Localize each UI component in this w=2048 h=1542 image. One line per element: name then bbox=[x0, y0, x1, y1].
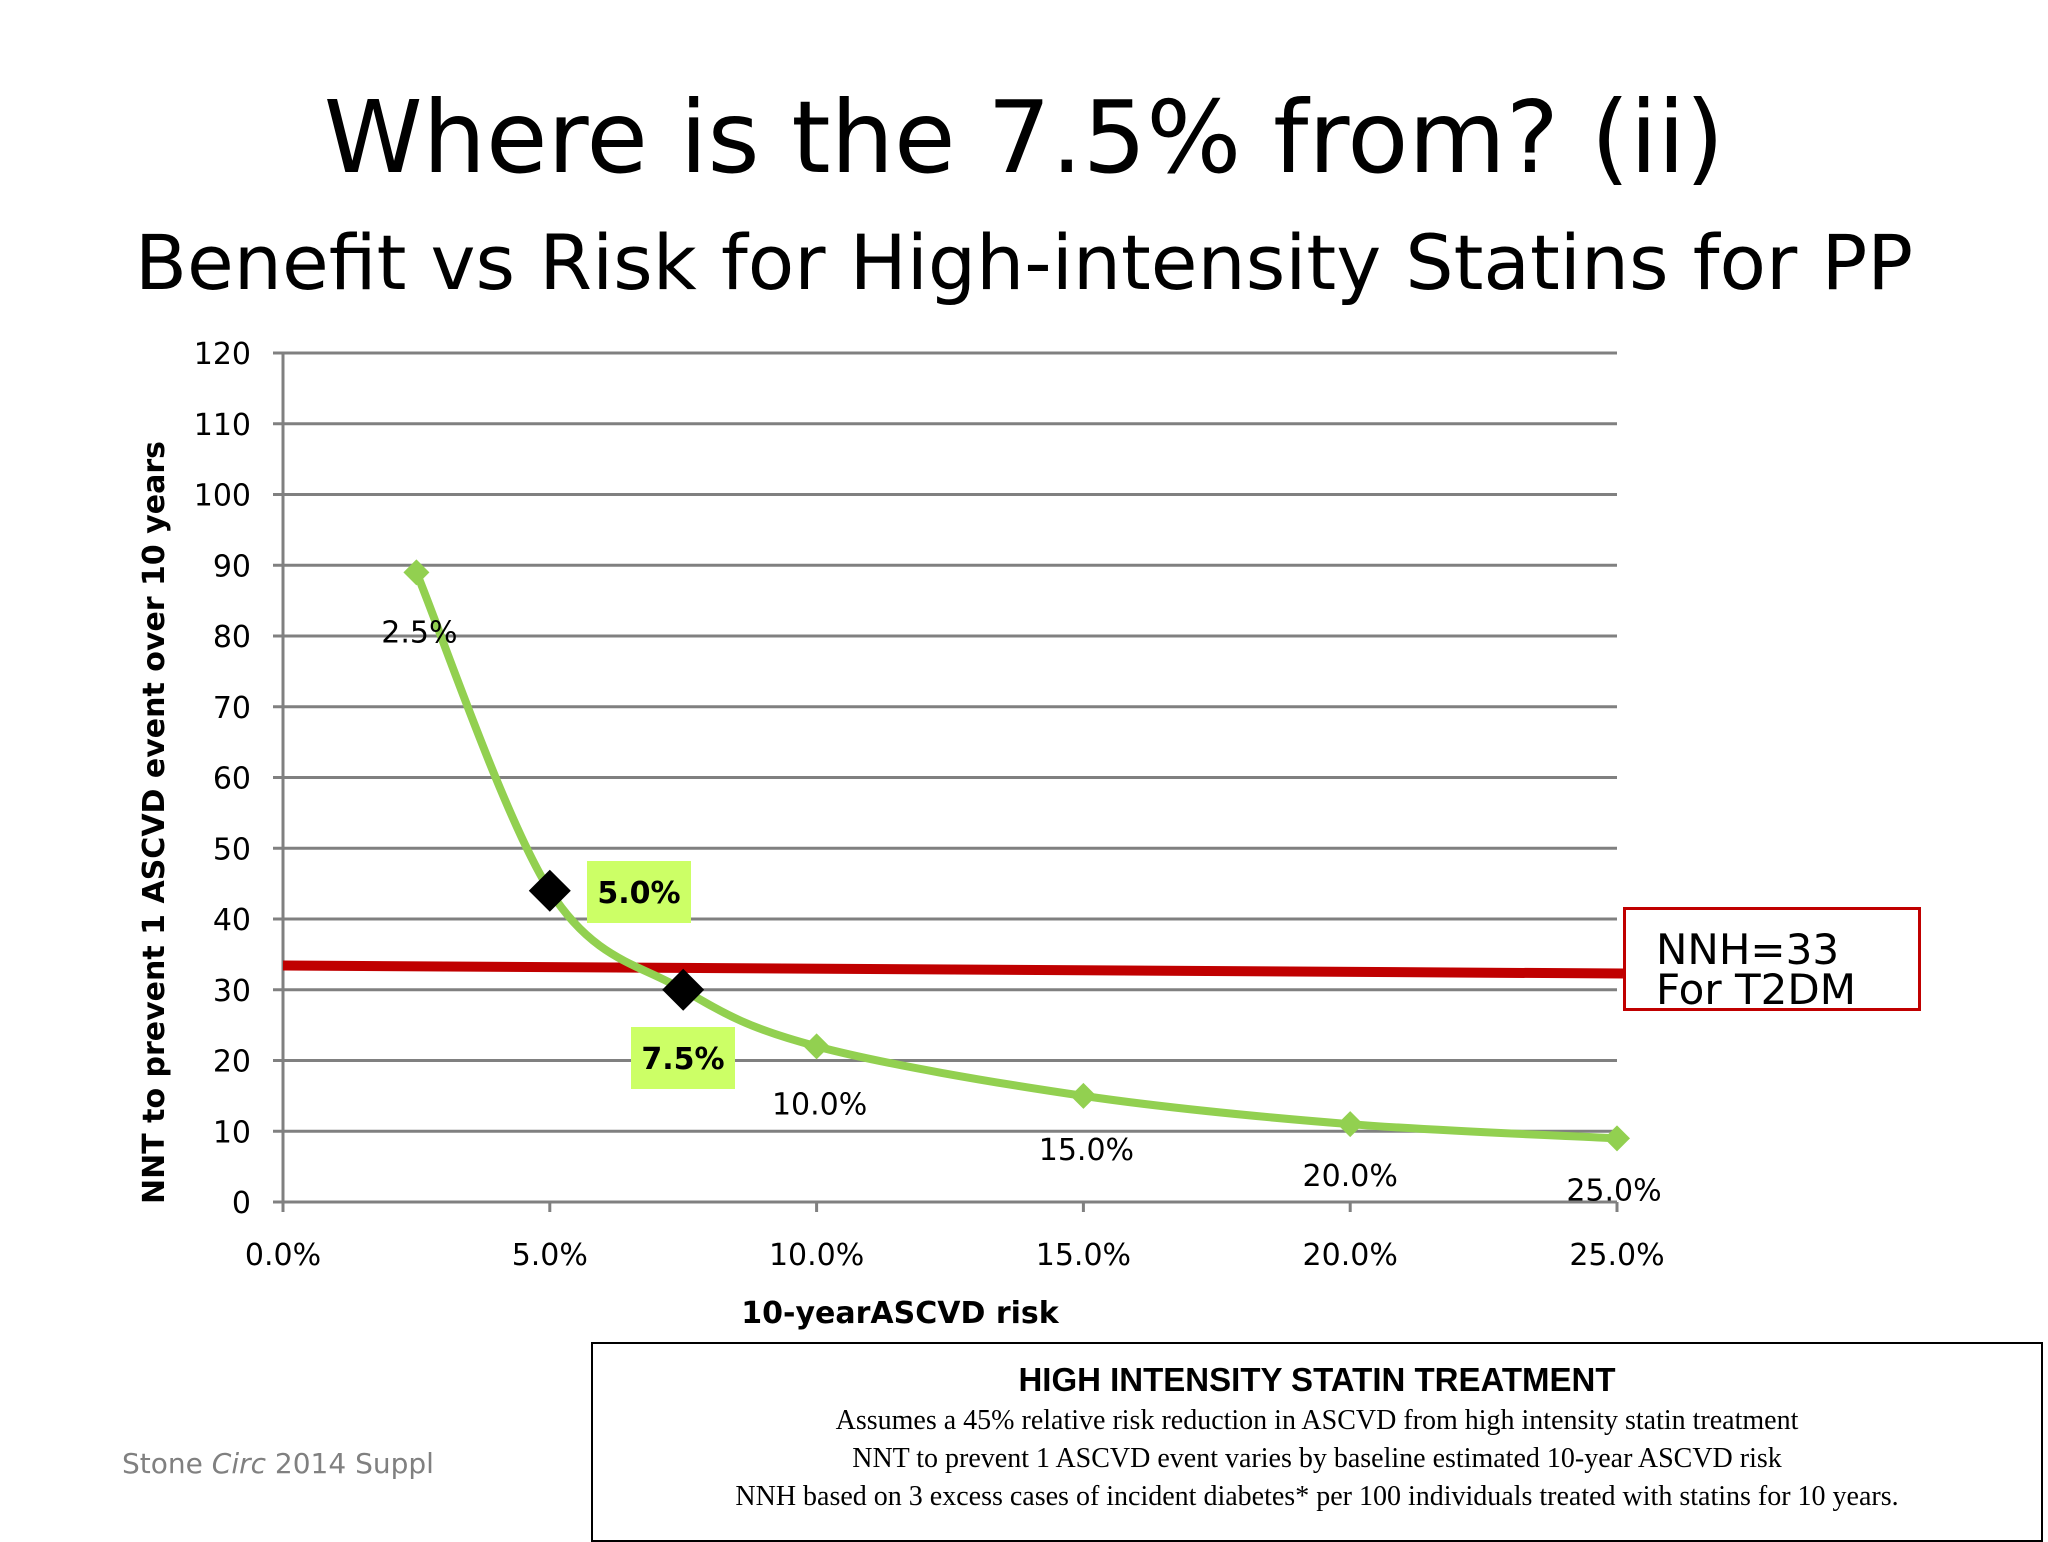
x-tick-label: 5.0% bbox=[512, 1238, 588, 1273]
data-point-marker bbox=[403, 559, 430, 586]
source-author: Stone bbox=[122, 1447, 212, 1480]
highlighted-label-box bbox=[587, 861, 691, 923]
y-tick-label: 60 bbox=[213, 762, 251, 797]
nnt-line-chart: 0 10 20 30 40 50 60 70 80 90 100 110 120 0.0% 5.0% 10.0… bbox=[137, 337, 1665, 1331]
x-tick-label: 0.0% bbox=[245, 1238, 321, 1273]
nnh-label: NNH=33 bbox=[1656, 925, 1840, 974]
y-tick-label: 10 bbox=[213, 1115, 251, 1150]
nnt-series-line bbox=[412, 568, 1621, 1143]
y-tick-label: 50 bbox=[213, 832, 251, 867]
assumptions-note: HIGH INTENSITY STATIN TREATMENT Assumes … bbox=[591, 1342, 2043, 1542]
highlighted-point-label: 5.0% bbox=[597, 876, 680, 911]
data-point-label: 2.5% bbox=[381, 615, 457, 650]
data-point-marker bbox=[1070, 1082, 1097, 1109]
source-citation: Stone Circ 2014 Suppl bbox=[122, 1447, 434, 1480]
x-tick-label: 20.0% bbox=[1303, 1238, 1398, 1273]
y-tick-label: 100 bbox=[194, 479, 251, 514]
data-point-marker bbox=[803, 1033, 830, 1060]
highlighted-point-marker bbox=[528, 869, 571, 912]
data-point-label: 25.0% bbox=[1566, 1173, 1661, 1208]
data-point-label: 10.0% bbox=[772, 1087, 867, 1122]
data-point-label: 20.0% bbox=[1303, 1159, 1398, 1194]
note-heading: HIGH INTENSITY STATIN TREATMENT bbox=[1018, 1361, 1616, 1398]
y-tick-label: 30 bbox=[213, 974, 251, 1009]
nnh-sublabel: For T2DM bbox=[1656, 965, 1856, 1014]
x-tick-label: 25.0% bbox=[1569, 1238, 1664, 1273]
y-tick-label: 80 bbox=[213, 620, 251, 655]
data-point-marker bbox=[1604, 1125, 1630, 1152]
note-line-2: NNT to prevent 1 ASCVD event varies by b… bbox=[852, 1443, 1782, 1474]
note-line-3: NNH based on 3 excess cases of incident … bbox=[735, 1481, 1899, 1512]
y-tick-label: 40 bbox=[213, 903, 251, 938]
highlighted-point-label: 7.5% bbox=[641, 1042, 724, 1077]
y-tick-label: 120 bbox=[194, 337, 251, 372]
data-point-label: 15.0% bbox=[1039, 1133, 1134, 1168]
nnh-reference-box: NNH=33 For T2DM bbox=[1623, 907, 1921, 1011]
highlighted-point-marker bbox=[662, 968, 705, 1011]
y-tick-label: 0 bbox=[232, 1186, 251, 1221]
note-line-1: Assumes a 45% relative risk reduction in… bbox=[835, 1405, 1799, 1436]
nnh-reference-line bbox=[282, 960, 1624, 979]
x-tick-label: 10.0% bbox=[769, 1238, 864, 1273]
y-tick-label: 90 bbox=[213, 549, 251, 584]
y-axis-title: NNT to prevent 1 ASCVD event over 10 yea… bbox=[137, 441, 172, 1204]
data-point-marker bbox=[1337, 1111, 1364, 1138]
y-tick-label: 110 bbox=[194, 408, 251, 443]
x-axis-title: 10-yearASCVD risk bbox=[741, 1296, 1059, 1331]
source-journal: Circ bbox=[211, 1447, 267, 1480]
slide-subtitle: Benefit vs Risk for High-intensity Stati… bbox=[134, 218, 1914, 307]
highlighted-label-box bbox=[631, 1027, 735, 1089]
y-tick-label: 70 bbox=[213, 691, 251, 726]
y-tick-label: 20 bbox=[213, 1045, 251, 1080]
slide-title: Where is the 7.5% from? (ii) bbox=[323, 79, 1725, 196]
x-tick-label: 15.0% bbox=[1036, 1238, 1131, 1273]
source-rest: 2014 Suppl bbox=[266, 1447, 434, 1480]
